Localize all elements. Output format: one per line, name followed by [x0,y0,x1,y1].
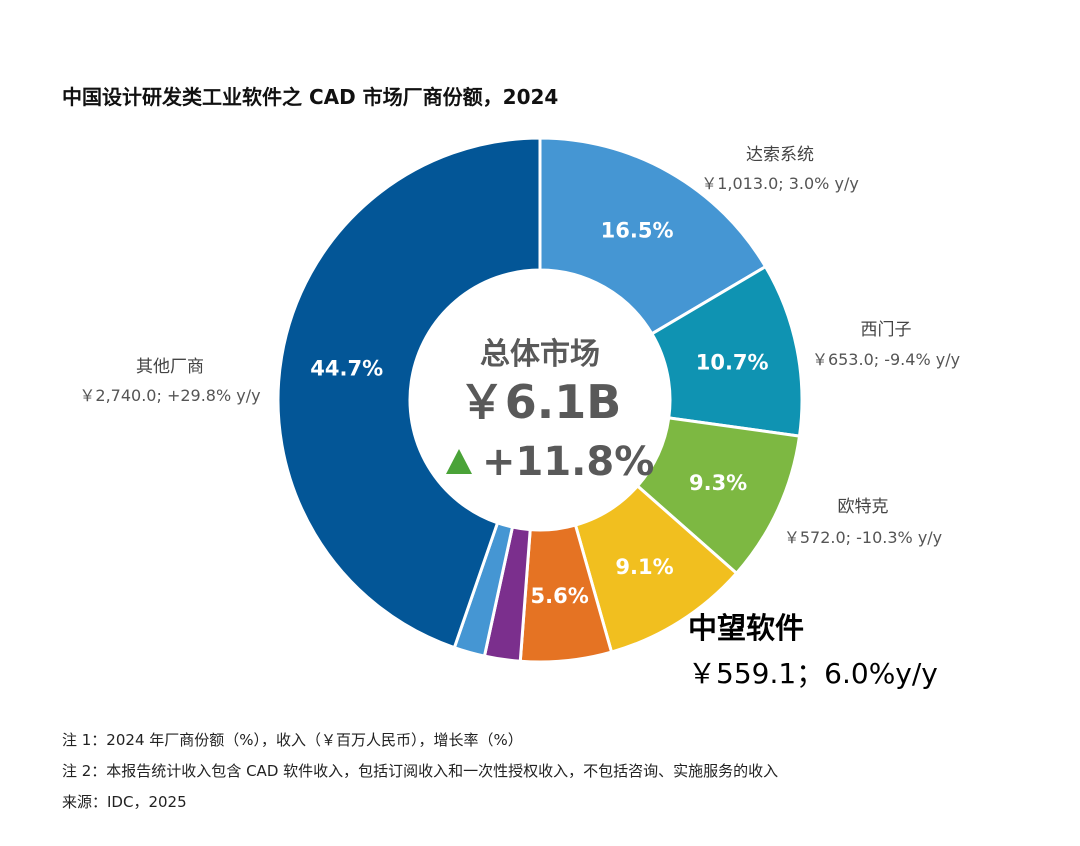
vendor-detail-dassault: ￥1,013.0; 3.0% y/y [701,174,859,193]
slice-label-others: 44.7% [310,357,383,381]
center-label: 总体市场 [480,337,600,372]
slice-others [276,136,542,650]
center-total: ￥6.1B [459,375,622,429]
vendor-detail-zwsoft: ￥559.1；6.0%y/y [688,657,938,690]
growth-up-arrow-icon [446,449,472,474]
note-1: 注 1：2024 年厂商份额（%），收入（￥百万人民币），增长率（%） [62,731,523,749]
vendor-name-siemens: 西门子 [861,320,912,340]
source-note: 来源：IDC，2025 [62,793,187,811]
slice-label-zwsoft: 9.1% [615,555,673,579]
slice-percent-labels: 16.5% 10.7% 9.3% 9.1% 5.6% 44.7% [310,219,768,608]
slice-label-orange: 5.6% [531,584,589,608]
vendor-detail-siemens: ￥653.0; -9.4% y/y [812,350,960,369]
vendor-detail-autodesk: ￥572.0; -10.3% y/y [784,528,942,547]
note-2: 注 2：本报告统计收入包含 CAD 软件收入，包括订阅收入和一次性授权收入，不包… [62,762,778,780]
donut-slices [276,136,804,664]
vendor-name-autodesk: 欧特克 [838,497,889,517]
vendor-name-zwsoft: 中望软件 [688,611,804,645]
center-growth: +11.8% [482,439,654,485]
slice-label-autodesk: 9.3% [689,471,747,495]
chart-title: 中国设计研发类工业软件之 CAD 市场厂商份额，2024 [62,85,558,109]
vendor-detail-others: ￥2,740.0; +29.8% y/y [79,386,260,405]
slice-label-dassault: 16.5% [601,219,674,243]
vendor-name-dassault: 达索系统 [746,145,814,165]
vendor-name-others: 其他厂商 [136,357,204,377]
slice-dassault [538,136,768,336]
slice-label-siemens: 10.7% [696,350,769,374]
